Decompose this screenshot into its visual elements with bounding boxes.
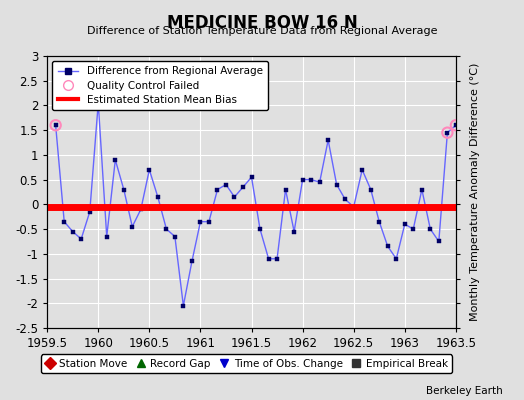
Text: MEDICINE BOW 16 N: MEDICINE BOW 16 N — [167, 14, 357, 32]
Point — [452, 122, 460, 128]
Text: Berkeley Earth: Berkeley Earth — [427, 386, 503, 396]
Point — [51, 122, 60, 128]
Legend: Difference from Regional Average, Quality Control Failed, Estimated Station Mean: Difference from Regional Average, Qualit… — [52, 61, 268, 110]
Legend: Station Move, Record Gap, Time of Obs. Change, Empirical Break: Station Move, Record Gap, Time of Obs. C… — [40, 354, 452, 373]
Point — [443, 130, 452, 136]
Y-axis label: Monthly Temperature Anomaly Difference (°C): Monthly Temperature Anomaly Difference (… — [471, 63, 481, 321]
Text: Difference of Station Temperature Data from Regional Average: Difference of Station Temperature Data f… — [87, 26, 437, 36]
